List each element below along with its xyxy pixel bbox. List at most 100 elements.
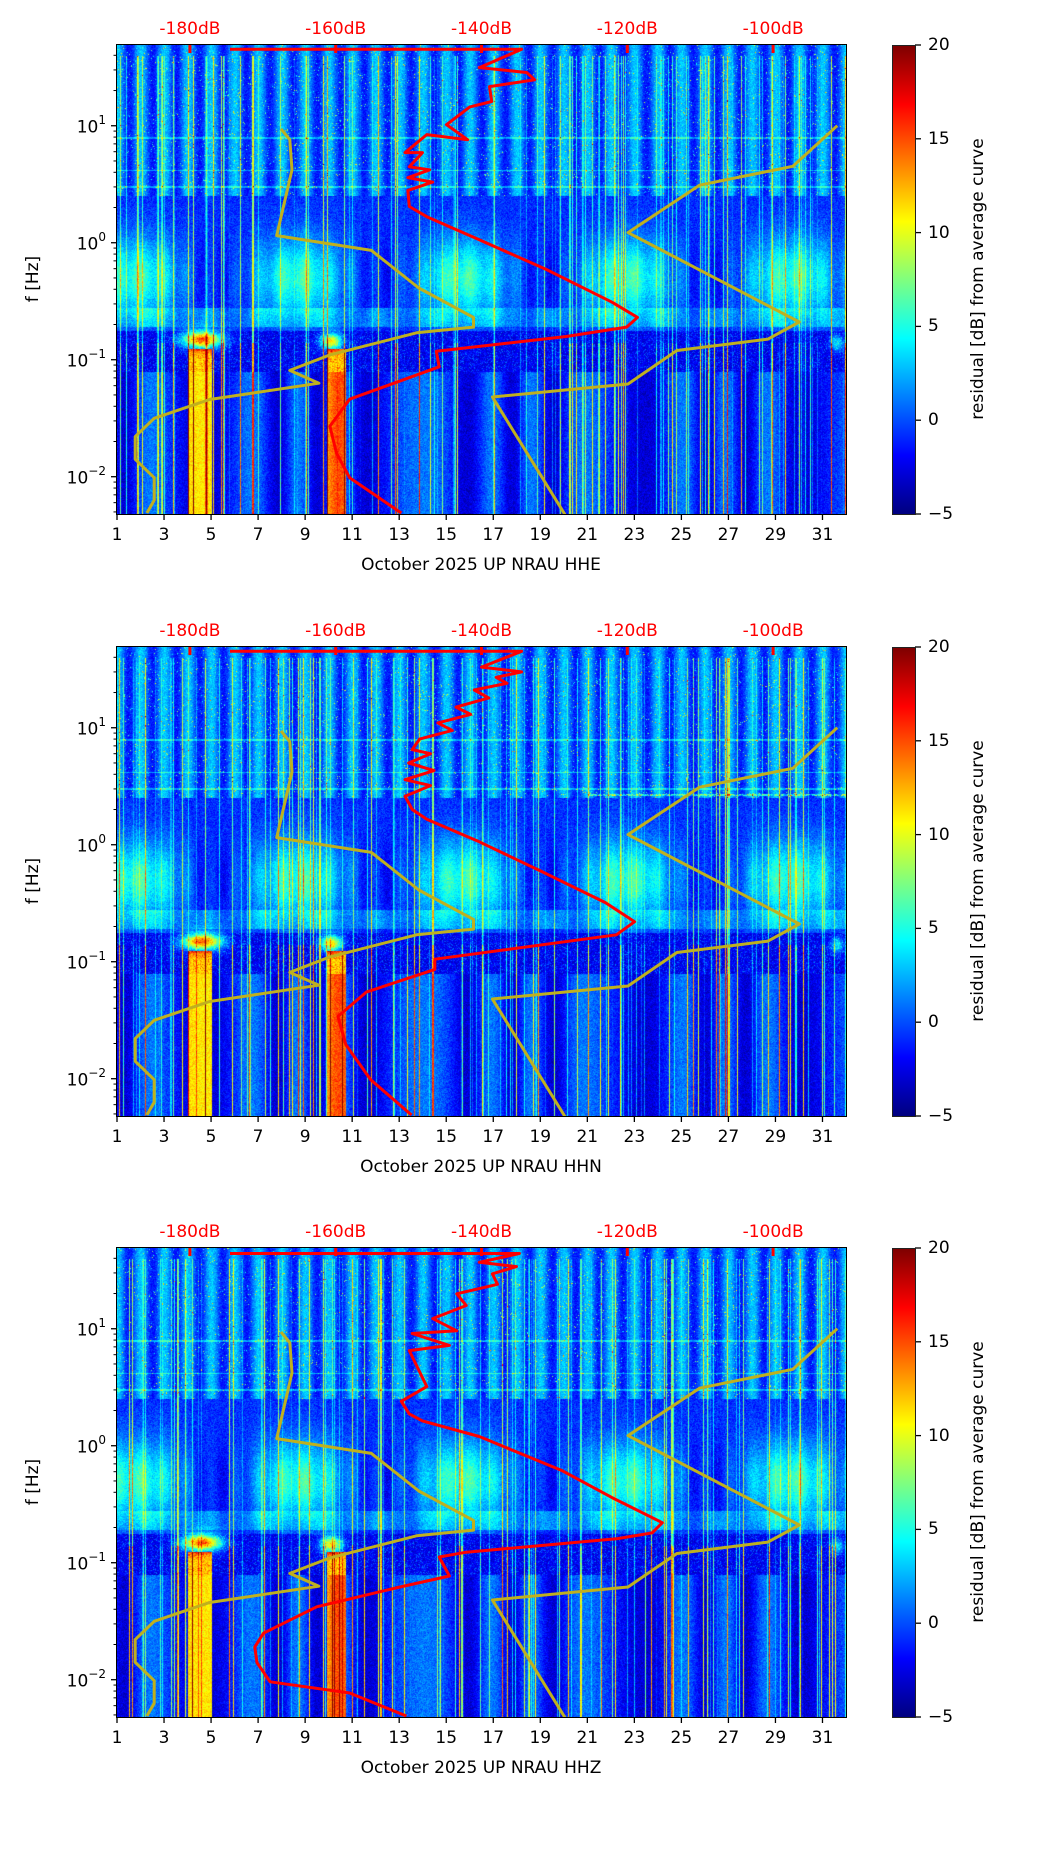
top-db-tick-label: -180dB [159, 621, 221, 641]
x-tick-label: 27 [717, 1728, 740, 1748]
y-axis-label: f [Hz] [23, 255, 43, 303]
x-tick-label: 13 [388, 1127, 411, 1147]
nhnm-curve [490, 726, 839, 1116]
x-tick-label: 7 [252, 1728, 264, 1748]
x-tick-label: 15 [435, 1728, 458, 1748]
y-tick-label: 10−2 [67, 1065, 106, 1091]
x-tick-label: 25 [670, 1728, 693, 1748]
y-axis-label: f [Hz] [23, 857, 43, 905]
x-tick-label: 31 [811, 1728, 834, 1748]
colorbar-tick-label: −5 [928, 1707, 954, 1727]
y-tick-exponent: 1 [98, 112, 106, 127]
y-tick-label: 101 [77, 1315, 106, 1341]
y-tick-base: 10 [76, 836, 99, 857]
x-tick-label: 21 [576, 1728, 599, 1748]
x-tick-label: 23 [623, 1127, 646, 1147]
x-tick-label: 31 [811, 1127, 834, 1147]
top-db-tick-label: -160dB [305, 621, 367, 641]
x-tick-label: 27 [717, 525, 740, 545]
y-axis-label: f [Hz] [23, 1458, 43, 1506]
x-tick-label: 25 [670, 1127, 693, 1147]
top-db-tick-label: -180dB [159, 19, 221, 39]
y-tick-base: 10 [76, 1320, 99, 1341]
y-tick-exponent: 0 [98, 831, 106, 846]
colorbar-tick-label: 10 [928, 222, 950, 243]
top-db-tick-label: -120dB [596, 1222, 658, 1242]
y-tick-exponent: 0 [98, 1432, 106, 1447]
colorbar-tick-label: 15 [928, 128, 950, 149]
x-axis-label: October 2025 UP NRAU HHN [360, 1157, 602, 1177]
colorbar-tick-label: −5 [928, 504, 954, 524]
x-tick-label: 17 [482, 1127, 505, 1147]
colorbar-label: residual [dB] from average curve [968, 138, 988, 420]
colorbar-tick-label: 0 [928, 1012, 939, 1033]
x-tick-label: 9 [299, 1728, 311, 1748]
colorbar [892, 647, 916, 1117]
average-psd-curve [230, 1252, 664, 1717]
x-tick-label: 23 [623, 525, 646, 545]
y-tick-label: 10−1 [67, 346, 106, 372]
x-tick-label: 5 [205, 1127, 217, 1147]
y-tick-label: 101 [77, 714, 106, 740]
y-tick-base: 10 [66, 1070, 89, 1091]
spectrogram-panel-hhn: -180dB -160dB -140dB -120dB -100dB 1 3 5 7 9 11 13 1… [0, 621, 1052, 1249]
x-tick-label: 7 [252, 525, 264, 545]
y-tick-label: 10−1 [67, 948, 106, 974]
x-axis-label: October 2025 UP NRAU HHE [361, 555, 601, 575]
top-db-tick-label: -180dB [159, 1222, 221, 1242]
nlnm-curve [133, 1330, 475, 1717]
x-tick-label: 1 [111, 525, 123, 545]
nhnm-curve [490, 124, 839, 514]
x-tick-label: 13 [388, 1728, 411, 1748]
x-tick-label: 19 [529, 1728, 552, 1748]
colorbar-tick-label: 15 [928, 730, 950, 751]
average-psd-curve [230, 47, 639, 514]
x-tick-label: 9 [299, 525, 311, 545]
top-db-tick-label: -100dB [742, 1222, 804, 1242]
x-tick-label: 11 [341, 525, 363, 545]
y-tick-exponent: 1 [98, 1315, 106, 1330]
y-tick-base: 10 [66, 351, 89, 372]
y-tick-exponent: −1 [88, 346, 106, 361]
spectrogram-image [117, 647, 846, 1116]
colorbar-tick-label: −5 [928, 1106, 954, 1126]
y-tick-label: 100 [77, 229, 106, 255]
x-tick-label: 27 [717, 1127, 740, 1147]
y-tick-exponent: 1 [98, 714, 106, 729]
colorbar-tick-label: 10 [928, 1425, 950, 1446]
x-tick-label: 17 [482, 525, 505, 545]
colorbar-tick-label: 15 [928, 1331, 950, 1352]
y-tick-base: 10 [76, 1437, 99, 1458]
y-tick-base: 10 [66, 1554, 89, 1575]
y-tick-exponent: −2 [88, 1065, 106, 1080]
x-tick-label: 9 [299, 1127, 311, 1147]
x-tick-label: 13 [388, 525, 411, 545]
x-tick-label: 21 [576, 525, 599, 545]
x-tick-label: 29 [764, 525, 787, 545]
y-tick-label: 100 [77, 1432, 106, 1458]
top-db-tick-label: -100dB [742, 19, 804, 39]
colorbar-tick-label: 5 [928, 918, 939, 939]
average-psd-curve [230, 649, 637, 1116]
x-tick-label: 23 [623, 1728, 646, 1748]
x-tick-label: 29 [764, 1728, 787, 1748]
spectrogram-image [117, 1248, 846, 1717]
colorbar-tick-label: 10 [928, 824, 950, 845]
colorbar-tick-label: 5 [928, 1519, 939, 1540]
nhnm-curve [490, 1327, 839, 1717]
x-tick-label: 15 [435, 525, 458, 545]
top-db-tick-label: -140dB [450, 19, 513, 39]
x-tick-label: 1 [111, 1127, 123, 1147]
y-tick-base: 10 [66, 468, 89, 489]
y-tick-exponent: −1 [88, 1549, 106, 1564]
top-db-tick-label: -120dB [596, 621, 658, 641]
colorbar [892, 45, 916, 515]
top-db-tick-label: -120dB [596, 19, 658, 39]
spectrogram-panel-hhz: -180dB -160dB -140dB -120dB -100dB 1 3 5 7 9 11 13 1… [0, 1222, 1052, 1850]
x-tick-label: 21 [576, 1127, 599, 1147]
spectrogram-panel-hhe: -180dB -160dB -140dB -120dB -100dB 1 3 5 7 9 11 13 1… [0, 19, 1052, 647]
colorbar-tick-label: 20 [928, 637, 950, 657]
y-tick-exponent: −1 [88, 948, 106, 963]
colorbar-label: residual [dB] from average curve [968, 1341, 988, 1623]
y-tick-base: 10 [76, 719, 99, 740]
